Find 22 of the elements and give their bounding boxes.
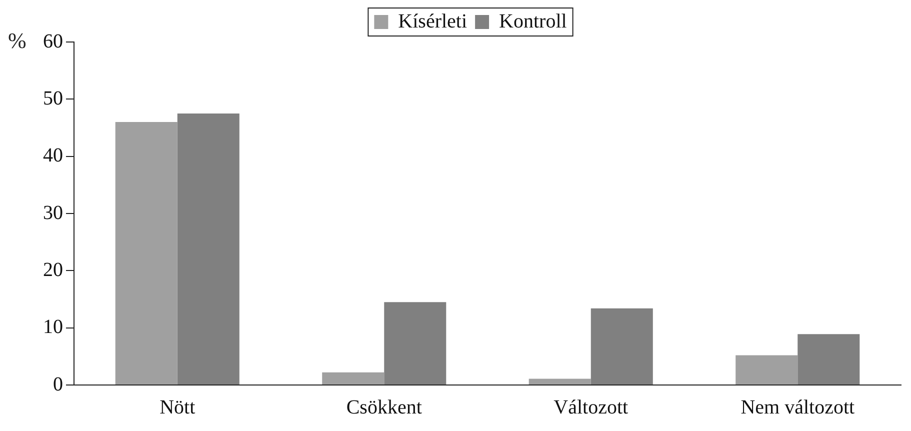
bar [590,308,653,384]
bar [115,122,178,384]
x-tick-label: Nött [160,396,196,418]
y-tick-label: 30 [43,202,63,224]
legend-label: Kontroll [499,10,568,32]
y-tick-label: 0 [53,373,63,396]
y-tick-label: 40 [43,144,63,167]
bar [322,372,384,384]
x-tick-label: Nem változott [740,396,855,418]
bar [736,355,798,384]
bar [384,302,446,384]
y-tick-label: 20 [43,258,63,281]
y-tick-label: 50 [43,87,63,110]
y-tick-label: 60 [43,30,63,52]
y-tick-label: 10 [43,316,63,338]
bar [528,378,591,384]
bar [177,113,240,384]
bar [798,334,860,384]
y-axis-title: % [8,28,26,53]
x-tick-label: Csökkent [346,396,422,418]
x-tick-label: Változott [554,396,629,418]
legend-label: Kísérleti [398,10,468,32]
